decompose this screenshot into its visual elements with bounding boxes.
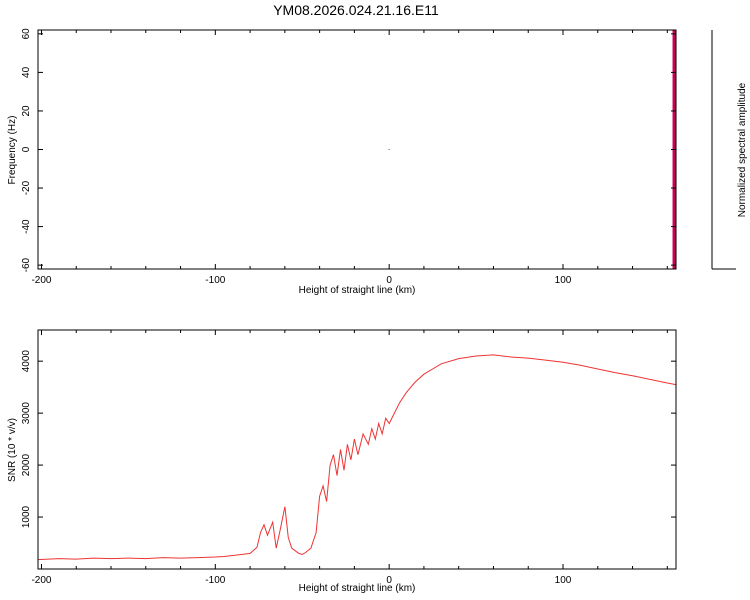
spectrogram-x-tick-label: -100 — [205, 275, 225, 286]
snr-y-label: SNR (10 * v/v) — [7, 418, 18, 482]
snr-series-line — [38, 354, 676, 561]
snr-x-tick-label: 0 — [386, 575, 392, 586]
snr-x-label: Height of straight line (km) — [299, 583, 416, 594]
snr-y-tick-label: 4000 — [21, 350, 32, 373]
snr-x-tick-label: -100 — [205, 575, 225, 586]
spectrogram-y-tick-label: -20 — [21, 180, 32, 195]
snr-x-tick-label: 100 — [555, 575, 572, 586]
snr-y-axis: 1000 2000 3000 4000 — [21, 350, 676, 528]
spectrogram-x-tick-label: 100 — [555, 275, 572, 286]
snr-x-tick-label: -200 — [31, 575, 51, 586]
spectrogram-center-mark — [388, 149, 390, 150]
figure-title: YM08.2026.024.21.16.E11 — [273, 2, 439, 18]
spectrogram-y-axis: 60 40 20 0 -20 -40 -60 — [21, 28, 676, 272]
spectrogram-panel: -200 -100 0 100 60 40 20 0 -20 -40 -60 Height of … — [7, 28, 677, 296]
spectrogram-center-dot — [388, 149, 390, 150]
spectrogram-plot-area — [38, 30, 676, 269]
colorbar-label: Normalized spectral amplitude — [737, 82, 748, 217]
spectrogram-y-label: Frequency (Hz) — [7, 116, 18, 185]
snr-frame — [37, 329, 677, 570]
spectrogram-x-tick-label: -200 — [31, 275, 51, 286]
snr-y-tick-label: 1000 — [21, 505, 32, 528]
spectrogram-y-tick-label: -40 — [21, 219, 32, 234]
spectrogram-y-tick-label: 60 — [21, 28, 32, 40]
spectrogram-y-tick-label: 20 — [21, 105, 32, 117]
colorbar: Normalized spectral amplitude — [711, 30, 748, 270]
snr-x-axis: -200 -100 0 100 — [31, 330, 668, 586]
snr-y-tick-label: 3000 — [21, 402, 32, 425]
spectrogram-x-axis: -200 -100 0 100 — [31, 30, 668, 286]
snr-panel: -200 -100 0 100 1000 2000 3000 4000 Height of … — [7, 329, 677, 594]
spectrogram-x-tick-label: 0 — [386, 275, 392, 286]
spectrogram-y-tick-label: -60 — [21, 257, 32, 272]
spectrogram-x-label: Height of straight line (km) — [299, 285, 416, 296]
spectrogram-y-tick-label: 0 — [21, 146, 32, 152]
snr-y-tick-label: 2000 — [21, 454, 32, 477]
spectrogram-y-tick-label: 40 — [21, 66, 32, 78]
